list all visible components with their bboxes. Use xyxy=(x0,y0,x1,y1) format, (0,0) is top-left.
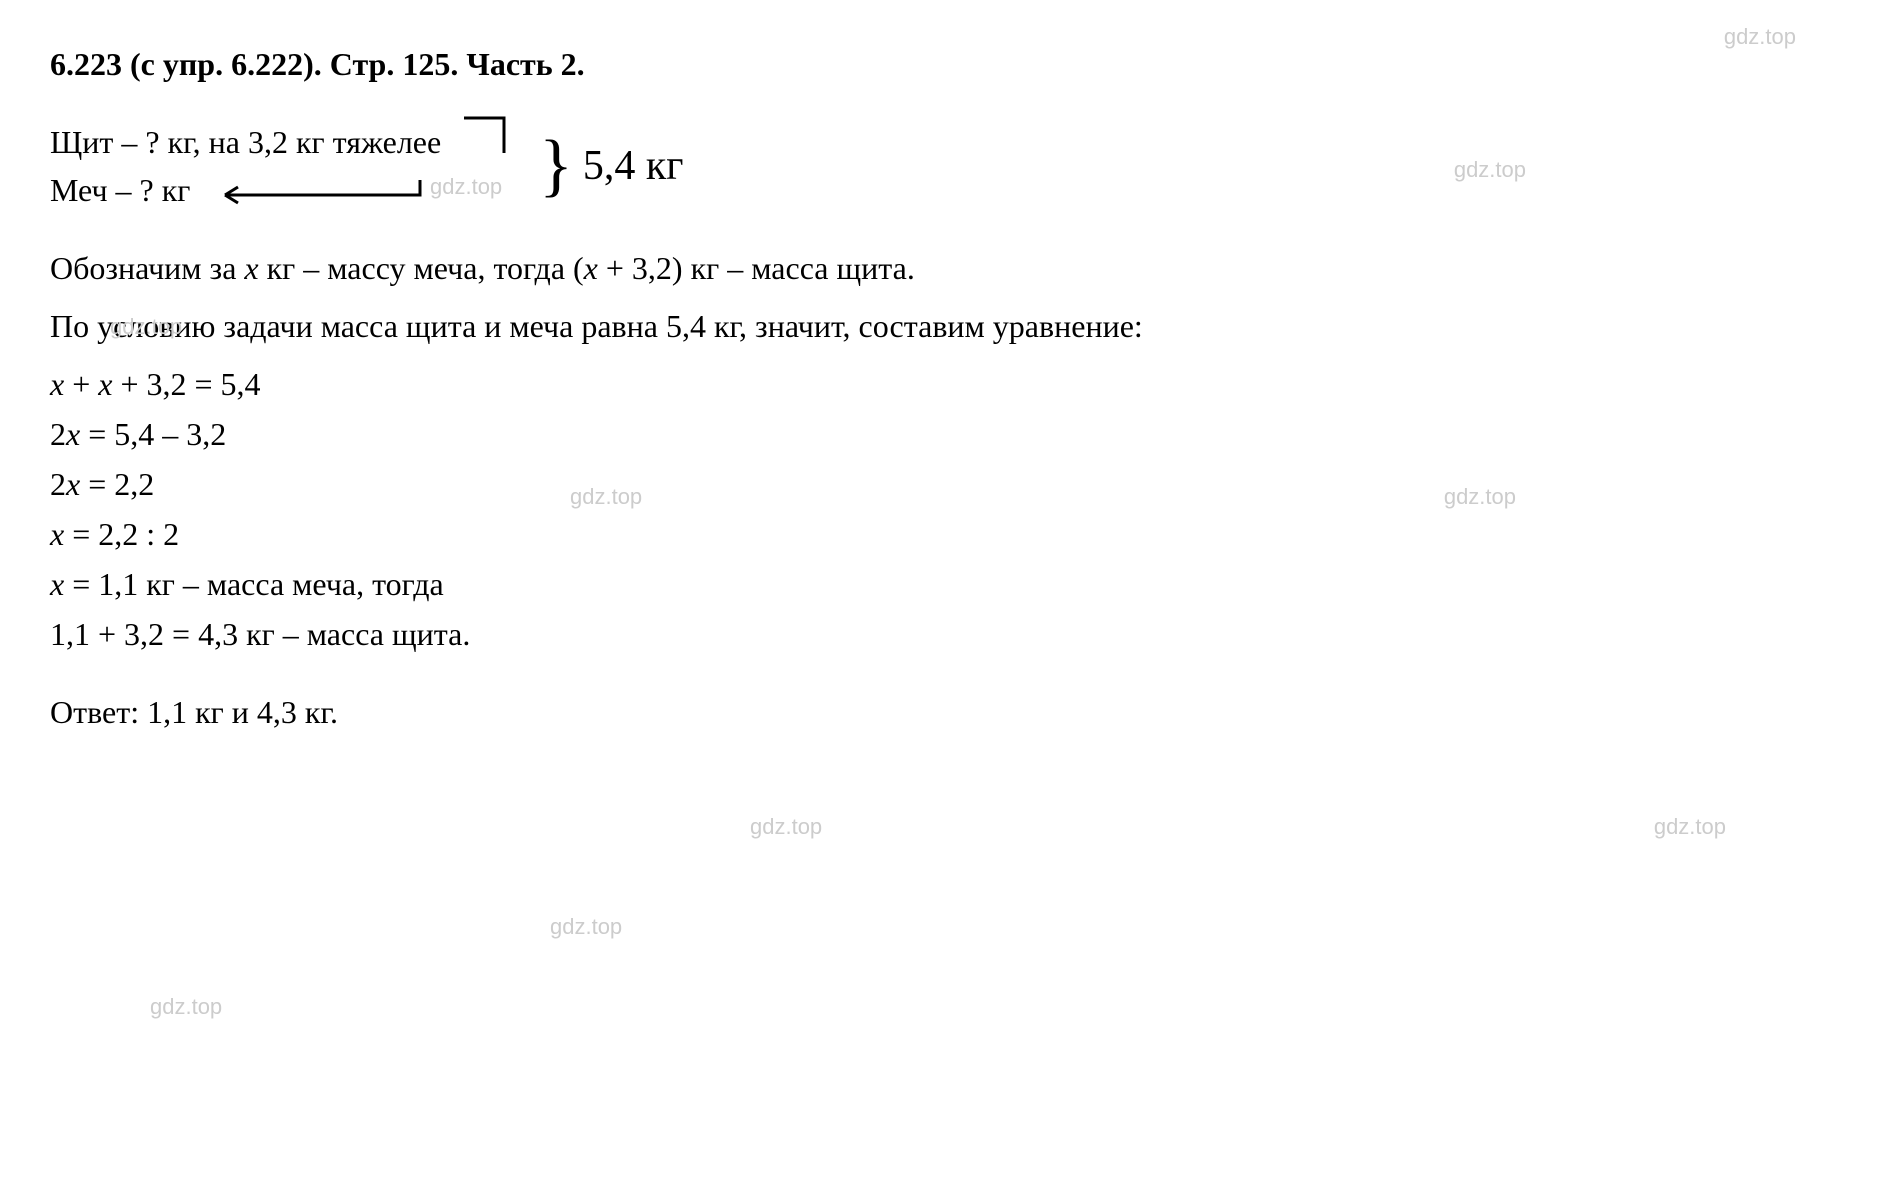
watermark: gdz.top xyxy=(1444,480,1516,513)
text: + 3,2 = 5,4 xyxy=(112,366,260,402)
equation-6: 1,1 + 3,2 = 4,3 кг – масса щита. xyxy=(50,610,1846,658)
given-text-2: Меч – ? кг xyxy=(50,166,190,214)
total-value: 5,4 кг xyxy=(583,135,684,198)
variable-x: x xyxy=(50,516,64,552)
watermark: gdz.top xyxy=(750,810,822,843)
variable-x: x xyxy=(584,250,598,286)
arrow-left-icon xyxy=(210,175,430,205)
text: = 5,4 – 3,2 xyxy=(80,416,226,452)
watermark: gdz.top xyxy=(1724,20,1796,53)
given-text-1: Щит – ? кг, на 3,2 кг тяжелее xyxy=(50,124,441,160)
given-lines: Щит – ? кг, на 3,2 кг тяжелее Меч – ? кг xyxy=(50,118,509,214)
variable-x: x xyxy=(50,366,72,402)
text: = 2,2 xyxy=(80,466,154,502)
variable-x: x xyxy=(244,250,258,286)
equation-4: x = 2,2 : 2 xyxy=(50,510,1846,558)
bracket-group: } 5,4 кг xyxy=(529,131,683,201)
curly-bracket-icon: } xyxy=(539,131,573,201)
variable-x: x xyxy=(66,466,80,502)
watermark: gdz.top xyxy=(110,310,182,343)
watermark: gdz.top xyxy=(550,910,622,943)
text: = 2,2 : 2 xyxy=(64,516,179,552)
given-section: Щит – ? кг, на 3,2 кг тяжелее Меч – ? кг… xyxy=(50,118,1846,214)
text: Обозначим за xyxy=(50,250,244,286)
watermark: gdz.top xyxy=(1654,810,1726,843)
equation-5: x = 1,1 кг – масса меча, тогда xyxy=(50,560,1846,608)
variable-x: x xyxy=(66,416,80,452)
text: 2 xyxy=(50,466,66,502)
page-title: 6.223 (с упр. 6.222). Стр. 125. Часть 2. xyxy=(50,40,585,88)
variable-x: x xyxy=(50,566,64,602)
text: + xyxy=(72,366,98,402)
equation-2: 2x = 5,4 – 3,2 xyxy=(50,410,1846,458)
watermark: gdz.top xyxy=(150,990,222,1023)
arrow-down-icon xyxy=(459,113,509,163)
text: 2 xyxy=(50,416,66,452)
solution-intro-2: По условию задачи масса щита и меча равн… xyxy=(50,302,1846,350)
given-line-sword: Меч – ? кг xyxy=(50,166,509,214)
text: кг – массу меча, тогда ( xyxy=(259,250,584,286)
watermark: gdz.top xyxy=(570,480,642,513)
equation-3: 2x = 2,2 xyxy=(50,460,1846,508)
solution-intro-1: Обозначим за x кг – массу меча, тогда (x… xyxy=(50,244,1846,292)
header-row: 6.223 (с упр. 6.222). Стр. 125. Часть 2. xyxy=(50,40,1846,88)
answer-line: Ответ: 1,1 кг и 4,3 кг. xyxy=(50,688,1846,736)
text: = 1,1 кг – масса меча, тогда xyxy=(64,566,443,602)
equation-1: x + x + 3,2 = 5,4 xyxy=(50,360,1846,408)
text: + 3,2) кг – масса щита. xyxy=(598,250,915,286)
given-line-shield: Щит – ? кг, на 3,2 кг тяжелее xyxy=(50,118,509,166)
variable-x: x xyxy=(98,366,112,402)
